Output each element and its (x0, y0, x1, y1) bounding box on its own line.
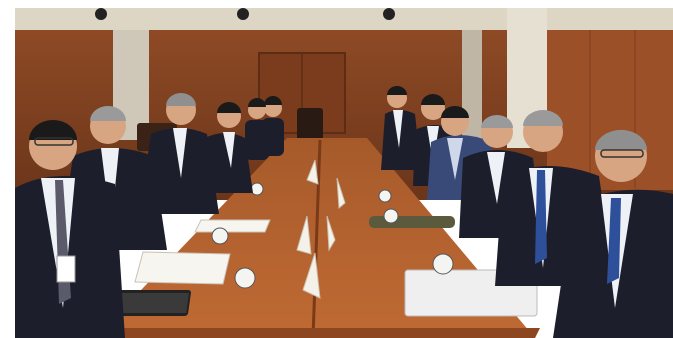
tea-cup (432, 253, 454, 275)
ceiling-light (95, 8, 107, 20)
name-plate (296, 215, 312, 255)
tea-cup (378, 189, 392, 203)
person (381, 86, 421, 170)
tube (369, 216, 455, 228)
person (553, 130, 673, 338)
tea-cup (234, 267, 256, 289)
person (245, 98, 269, 160)
name-plate (326, 215, 336, 252)
ceiling-light (383, 8, 395, 20)
papers (194, 219, 271, 233)
name-plate (302, 252, 321, 299)
ceiling (15, 8, 673, 30)
person (15, 120, 125, 338)
tea-cup (383, 208, 399, 224)
ceiling-light (237, 8, 249, 20)
name-plate (336, 177, 346, 210)
papers (134, 251, 231, 285)
name-plate (306, 159, 319, 185)
meeting-photo (15, 8, 673, 338)
back-chair (297, 108, 323, 140)
tea-cup (211, 227, 229, 245)
person (139, 93, 219, 214)
tea-cup (250, 182, 264, 196)
